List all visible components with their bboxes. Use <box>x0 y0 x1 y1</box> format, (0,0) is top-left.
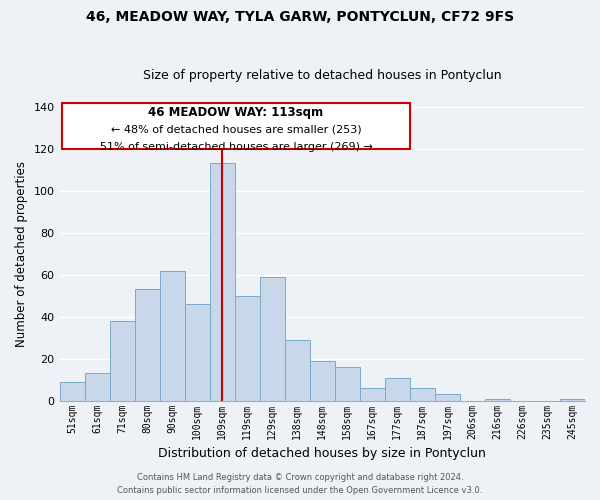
Bar <box>410 388 435 400</box>
Text: 46, MEADOW WAY, TYLA GARW, PONTYCLUN, CF72 9FS: 46, MEADOW WAY, TYLA GARW, PONTYCLUN, CF… <box>86 10 514 24</box>
Bar <box>185 304 209 400</box>
Bar <box>560 398 585 400</box>
Bar <box>235 296 260 401</box>
Bar <box>85 374 110 400</box>
Text: 51% of semi-detached houses are larger (269) →: 51% of semi-detached houses are larger (… <box>100 142 373 152</box>
Bar <box>285 340 310 400</box>
Bar <box>310 361 335 401</box>
Bar <box>260 277 285 400</box>
Bar <box>134 290 160 401</box>
Bar <box>335 367 360 400</box>
Bar <box>360 388 385 400</box>
Text: Contains HM Land Registry data © Crown copyright and database right 2024.
Contai: Contains HM Land Registry data © Crown c… <box>118 474 482 495</box>
Bar <box>59 382 85 400</box>
Text: ← 48% of detached houses are smaller (253): ← 48% of detached houses are smaller (25… <box>110 124 361 134</box>
Text: 46 MEADOW WAY: 113sqm: 46 MEADOW WAY: 113sqm <box>148 106 323 118</box>
Title: Size of property relative to detached houses in Pontyclun: Size of property relative to detached ho… <box>143 69 502 82</box>
Y-axis label: Number of detached properties: Number of detached properties <box>15 160 28 346</box>
X-axis label: Distribution of detached houses by size in Pontyclun: Distribution of detached houses by size … <box>158 447 486 460</box>
Bar <box>110 321 134 400</box>
Bar <box>485 398 510 400</box>
FancyBboxPatch shape <box>62 102 410 149</box>
Bar <box>435 394 460 400</box>
Bar <box>209 164 235 400</box>
Bar <box>385 378 410 400</box>
Bar <box>160 270 185 400</box>
